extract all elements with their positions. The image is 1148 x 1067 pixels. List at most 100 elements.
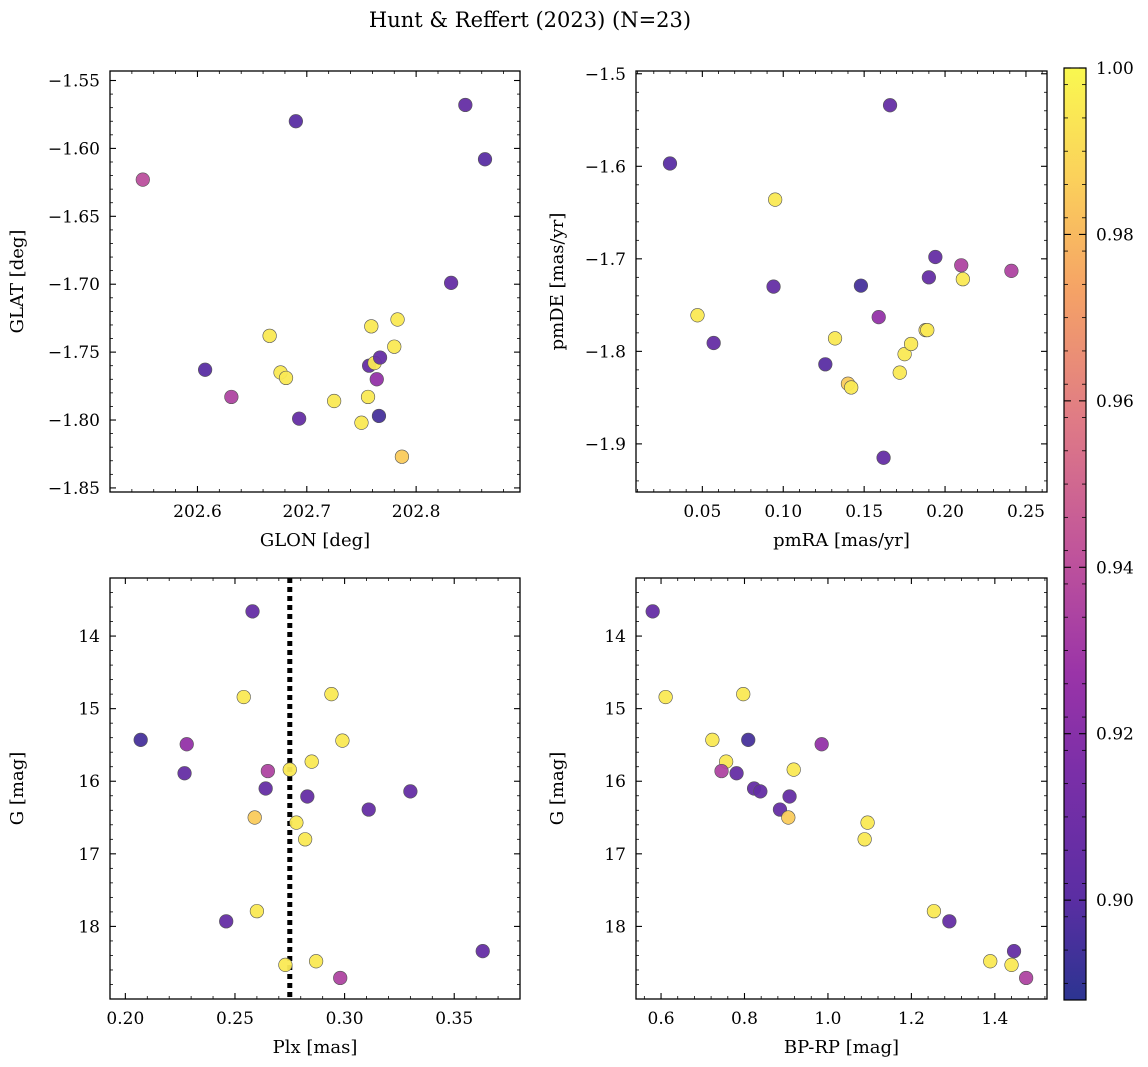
x-tick-label: 0.30 xyxy=(326,1009,364,1029)
y-axis-label: G [mag] xyxy=(547,752,568,825)
data-point xyxy=(786,762,801,777)
data-point xyxy=(387,339,402,354)
x-axis-label: Plx [mas] xyxy=(273,1037,358,1058)
data-point xyxy=(818,357,833,372)
y-tick-label: −1.80 xyxy=(48,411,100,431)
data-point xyxy=(475,943,490,959)
data-point xyxy=(245,604,260,619)
data-point xyxy=(921,270,936,285)
data-point xyxy=(876,450,891,465)
y-tick-label: −1.70 xyxy=(48,275,100,295)
y-tick-label: −1.7 xyxy=(585,250,626,270)
x-tick-label: 0.20 xyxy=(926,502,964,522)
data-point xyxy=(177,766,192,781)
data-point xyxy=(324,687,339,702)
data-point xyxy=(236,689,251,705)
axes-frame xyxy=(109,70,521,493)
data-point xyxy=(247,810,262,825)
x-axis-label: GLON [deg] xyxy=(260,530,370,551)
data-point xyxy=(1006,943,1022,959)
panel-pm: 0.05 0.10 0.15 0.20 0.25 −1.5 −1.6 −1.7 −1.8 −1.9… xyxy=(547,65,1048,551)
axes-frame xyxy=(635,70,1048,493)
data-point xyxy=(955,272,970,287)
data-point xyxy=(133,732,148,747)
data-point xyxy=(198,362,213,377)
colorbar-tick-label: 0.90 xyxy=(1096,891,1134,911)
x-tick-label: 0.8 xyxy=(731,1009,758,1029)
scatter-panels: 202.6 202.7 202.8 −1.55 −1.60 −1.65 −1.70 −1.75… xyxy=(7,65,1048,1058)
data-point xyxy=(260,763,275,779)
data-point xyxy=(1004,263,1019,278)
data-point xyxy=(298,832,313,847)
y-axis-label: GLAT [deg] xyxy=(7,230,28,334)
data-point xyxy=(360,389,376,405)
data-point xyxy=(304,754,319,769)
data-point xyxy=(369,372,384,387)
y-tick-label: −1.9 xyxy=(585,435,626,455)
axes-frame xyxy=(109,577,521,1000)
data-point xyxy=(308,954,324,969)
data-point xyxy=(753,784,768,799)
y-tick-label: 18 xyxy=(78,917,100,937)
data-point xyxy=(390,312,405,327)
data-point xyxy=(289,815,304,830)
data-point xyxy=(892,365,907,380)
data-point xyxy=(371,408,387,424)
y-tick-label: 17 xyxy=(604,845,626,865)
data-point xyxy=(814,737,829,752)
data-point xyxy=(897,347,912,362)
data-point xyxy=(394,449,410,464)
x-tick-label: 1.2 xyxy=(898,1009,925,1029)
x-tick-label: 1.0 xyxy=(814,1009,841,1029)
data-point xyxy=(942,914,957,929)
data-point xyxy=(983,954,998,969)
x-tick-label: 0.20 xyxy=(106,1009,144,1029)
data-point xyxy=(782,789,797,804)
data-point xyxy=(219,914,234,929)
data-point xyxy=(844,380,859,395)
data-point xyxy=(714,763,729,779)
data-point xyxy=(224,389,239,405)
y-tick-label: −1.55 xyxy=(48,72,100,92)
data-point xyxy=(292,411,307,426)
x-tick-label: 0.25 xyxy=(1007,502,1045,522)
data-point xyxy=(882,98,898,113)
data-point xyxy=(458,97,473,113)
y-tick-label: −1.65 xyxy=(48,207,100,227)
x-tick-label: 202.7 xyxy=(282,502,331,522)
x-axis-label: pmRA [mas/yr] xyxy=(773,530,910,551)
data-point xyxy=(741,732,756,747)
data-point xyxy=(658,689,673,705)
data-point xyxy=(179,737,194,752)
data-point xyxy=(262,328,277,343)
data-point xyxy=(135,172,150,187)
data-point xyxy=(928,249,943,265)
y-tick-label: −1.5 xyxy=(585,65,626,85)
x-tick-label: 0.6 xyxy=(648,1009,675,1029)
panel-cmd: 0.6 0.8 1.0 1.2 1.4 14 15 16 17 18 BP-RP [mag] G [m… xyxy=(547,577,1048,1058)
y-tick-label: 16 xyxy=(78,772,100,792)
axes-frame xyxy=(635,577,1048,1000)
y-tick-label: 17 xyxy=(78,845,100,865)
y-tick-label: 18 xyxy=(604,917,626,937)
data-point xyxy=(278,957,293,972)
x-axis-label: BP-RP [mag] xyxy=(784,1037,899,1058)
panel-glon-glat: 202.6 202.7 202.8 −1.55 −1.60 −1.65 −1.70 −1.75… xyxy=(7,70,521,551)
data-point xyxy=(327,393,342,409)
data-point xyxy=(766,279,781,294)
y-axis-label: pmDE [mas/yr] xyxy=(547,213,568,351)
data-point xyxy=(662,156,678,171)
y-tick-label: −1.75 xyxy=(48,343,100,363)
data-point xyxy=(736,687,751,702)
data-point xyxy=(729,766,744,781)
data-point xyxy=(403,784,418,799)
data-point xyxy=(860,815,875,830)
y-tick-label: −1.60 xyxy=(48,139,100,159)
data-point xyxy=(278,370,294,386)
data-point xyxy=(372,350,388,365)
data-point xyxy=(1004,957,1019,972)
x-tick-label: 0.35 xyxy=(435,1009,473,1029)
colorbar: 0.90 0.92 0.94 0.96 0.98 1.00 xyxy=(1063,59,1134,1001)
panel-plx-g: 0.20 0.25 0.30 0.35 14 15 16 17 18 Plx [mas] G [ma… xyxy=(7,577,521,1058)
x-tick-label: 0.15 xyxy=(845,502,883,522)
